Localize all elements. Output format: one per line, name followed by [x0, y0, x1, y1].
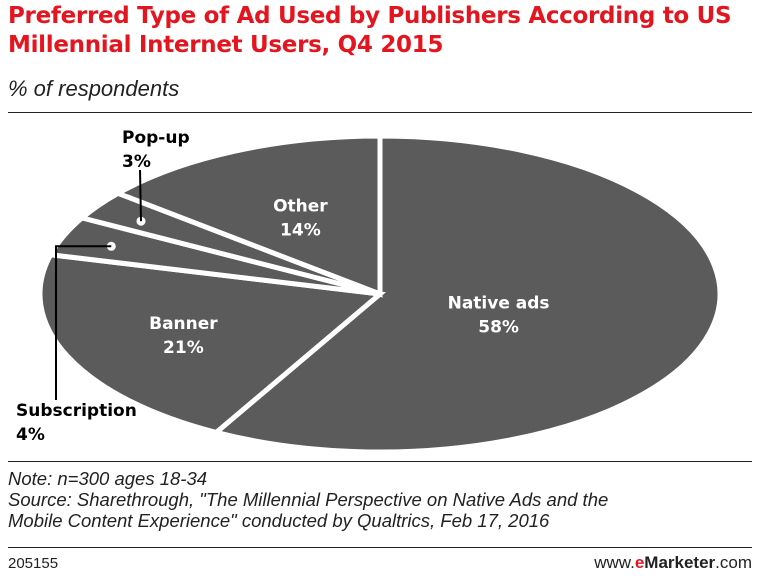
- leader-pop-up: [139, 169, 142, 222]
- leader-lines: [55, 169, 146, 400]
- chart-id: 205155: [8, 555, 59, 572]
- chart-subtitle: % of respondents: [8, 76, 180, 101]
- value-pop-up: 3%: [122, 152, 151, 172]
- label-subscription: Subscription: [16, 401, 137, 421]
- source-line-1: Source: Sharethrough, "The Millennial Pe…: [8, 489, 609, 510]
- pie-outline: [39, 135, 721, 453]
- brand-name: Marketer: [644, 553, 716, 572]
- note-text: Note: n=300 ages 18-34: [8, 468, 208, 489]
- leader-subscription: [55, 245, 112, 400]
- top-rule: [8, 112, 752, 113]
- value-other: 14%: [280, 220, 321, 240]
- bottom-rule: [8, 461, 752, 462]
- label-pop-up: Pop-up: [122, 128, 190, 148]
- slice-labels: Native ads 58% Banner 21% Subscription 4% Pop-…: [16, 128, 550, 445]
- chart-title: Preferred Type of Ad Used by Publishers …: [8, 3, 732, 58]
- label-native-ads: Native ads: [448, 294, 550, 314]
- source-line-2: Mobile Content Experience" conducted by …: [8, 510, 550, 531]
- value-subscription: 4%: [16, 425, 45, 445]
- emarketer-logo: www.eMarketer.com: [594, 553, 752, 573]
- pie-slices: [37, 133, 723, 455]
- label-other: Other: [273, 196, 328, 216]
- brand-prefix: www.: [594, 553, 635, 572]
- label-banner: Banner: [149, 314, 218, 334]
- value-banner: 21%: [163, 338, 204, 358]
- value-native-ads: 58%: [478, 318, 519, 338]
- pie-chart: Native ads 58% Banner 21% Subscription 4% Pop-…: [16, 128, 723, 455]
- footer-rule: [8, 547, 752, 548]
- chart-notes: Note: n=300 ages 18-34 Source: Sharethro…: [8, 468, 753, 531]
- brand-e: e: [634, 553, 645, 572]
- brand-suffix: .com: [715, 553, 752, 572]
